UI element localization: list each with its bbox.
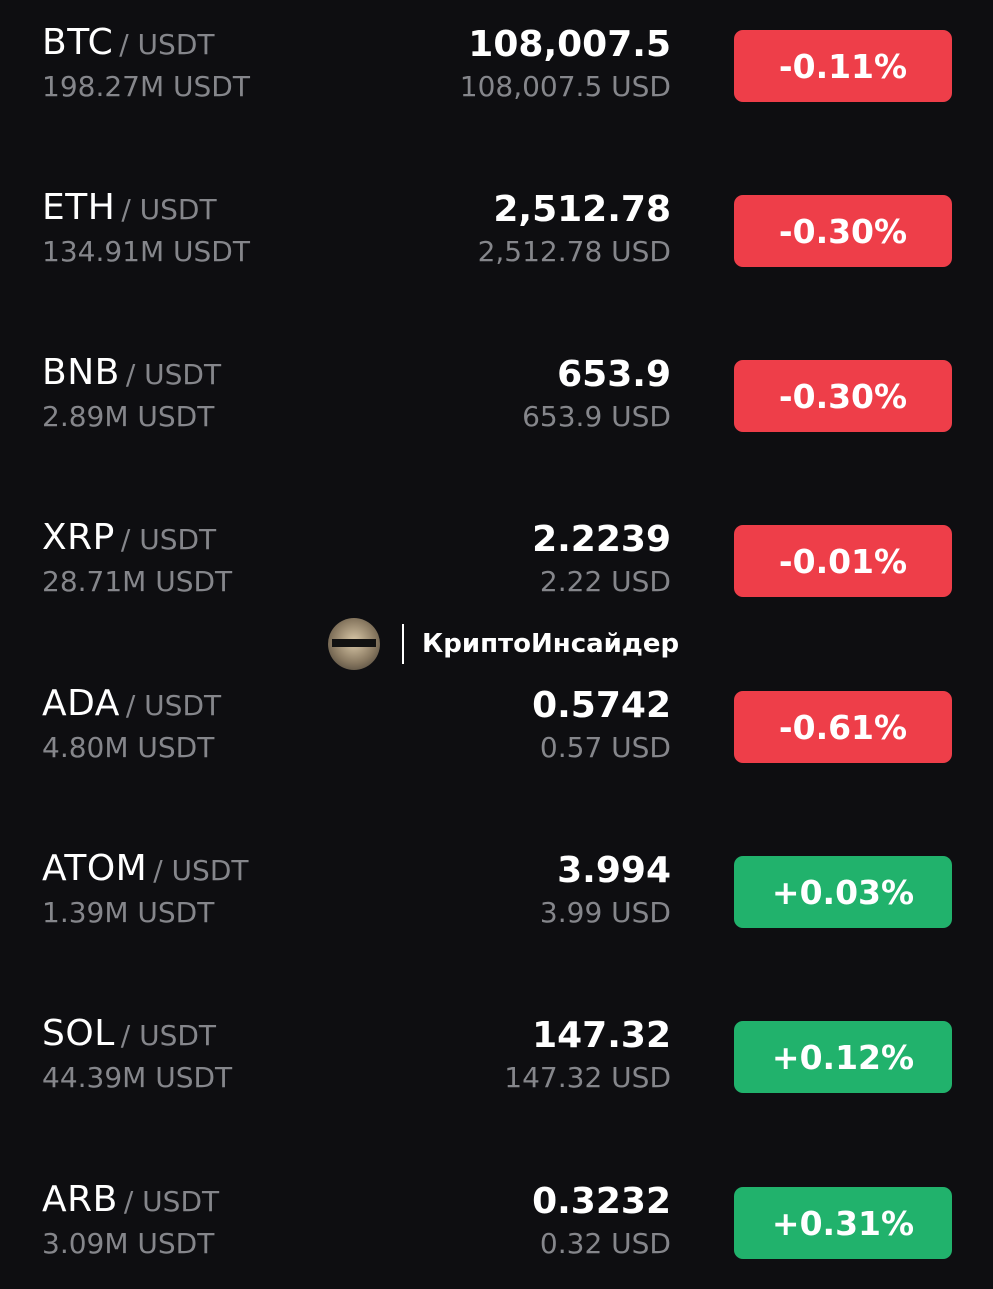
volume-24h: 44.39M USDT [42, 1061, 233, 1094]
base-symbol: BTC [42, 22, 114, 63]
base-symbol: ARB [42, 1179, 118, 1220]
ticker-row[interactable]: ATOM / USDT 1.39M USDT 3.994 3.99 USD +0.… [0, 848, 993, 958]
change-badge[interactable]: -0.11% [734, 30, 952, 102]
watermark-text: КриптоИнсайдер [422, 629, 680, 659]
quote-symbol: / USDT [153, 854, 249, 887]
volume-24h: 2.89M USDT [42, 400, 215, 433]
volume-24h: 28.71M USDT [42, 565, 233, 598]
price-usd: 2.22 USD [539, 565, 671, 598]
trading-pair: BTC / USDT [42, 22, 214, 63]
volume-24h: 3.09M USDT [42, 1227, 215, 1260]
last-price: 653.9 [557, 354, 671, 395]
change-badge[interactable]: -0.30% [734, 360, 952, 432]
base-symbol: SOL [42, 1013, 115, 1054]
last-price: 0.5742 [532, 685, 671, 726]
ticker-row[interactable]: ARB / USDT 3.09M USDT 0.3232 0.32 USD +0.… [0, 1179, 993, 1289]
last-price: 108,007.5 [468, 24, 671, 65]
ticker-row[interactable]: BTC / USDT 198.27M USDT 108,007.5 108,007… [0, 22, 993, 132]
volume-24h: 198.27M USDT [42, 70, 250, 103]
divider [402, 624, 404, 664]
price-usd: 147.32 USD [504, 1061, 671, 1094]
change-badge[interactable]: +0.03% [734, 856, 952, 928]
trading-pair: XRP / USDT [42, 517, 216, 558]
trading-pair: ATOM / USDT [42, 848, 248, 889]
ticker-row[interactable]: ETH / USDT 134.91M USDT 2,512.78 2,512.78… [0, 187, 993, 297]
price-usd: 653.9 USD [522, 400, 671, 433]
quote-symbol: / USDT [120, 523, 217, 556]
trading-pair: ARB / USDT [42, 1179, 219, 1220]
quote-symbol: / USDT [125, 689, 222, 722]
volume-24h: 1.39M USDT [42, 896, 215, 929]
quote-symbol: / USDT [123, 1185, 220, 1218]
change-badge[interactable]: -0.01% [734, 525, 952, 597]
base-symbol: ETH [42, 187, 116, 228]
quote-symbol: / USDT [119, 28, 215, 61]
base-symbol: ADA [42, 683, 120, 724]
change-badge[interactable]: -0.30% [734, 195, 952, 267]
change-badge[interactable]: +0.12% [734, 1021, 952, 1093]
trading-pair: ADA / USDT [42, 683, 221, 724]
change-badge[interactable]: +0.31% [734, 1187, 952, 1259]
price-usd: 3.99 USD [539, 896, 671, 929]
avatar-icon [328, 618, 380, 670]
last-price: 3.994 [557, 850, 671, 891]
change-badge[interactable]: -0.61% [734, 691, 952, 763]
quote-symbol: / USDT [121, 193, 217, 226]
ticker-row[interactable]: XRP / USDT 28.71M USDT 2.2239 2.22 USD -0… [0, 517, 993, 627]
base-symbol: BNB [42, 352, 120, 393]
volume-24h: 134.91M USDT [42, 235, 250, 268]
price-usd: 0.32 USD [539, 1227, 671, 1260]
ticker-row[interactable]: ADA / USDT 4.80M USDT 0.5742 0.57 USD -0.… [0, 683, 993, 793]
channel-watermark: КриптоИнсайдер [328, 618, 679, 670]
price-usd: 0.57 USD [539, 731, 671, 764]
quote-symbol: / USDT [125, 358, 222, 391]
base-symbol: ATOM [42, 848, 148, 889]
trading-pair: BNB / USDT [42, 352, 221, 393]
trading-pair: SOL / USDT [42, 1013, 216, 1054]
ticker-row[interactable]: SOL / USDT 44.39M USDT 147.32 147.32 USD … [0, 1013, 993, 1123]
quote-symbol: / USDT [120, 1019, 217, 1052]
trading-pair: ETH / USDT [42, 187, 217, 228]
last-price: 2,512.78 [493, 189, 671, 230]
base-symbol: XRP [42, 517, 115, 558]
last-price: 0.3232 [532, 1181, 671, 1222]
ticker-row[interactable]: BNB / USDT 2.89M USDT 653.9 653.9 USD -0.… [0, 352, 993, 462]
last-price: 2.2239 [532, 519, 671, 560]
last-price: 147.32 [532, 1015, 671, 1056]
price-usd: 108,007.5 USD [459, 70, 671, 103]
volume-24h: 4.80M USDT [42, 731, 215, 764]
price-usd: 2,512.78 USD [477, 235, 671, 268]
